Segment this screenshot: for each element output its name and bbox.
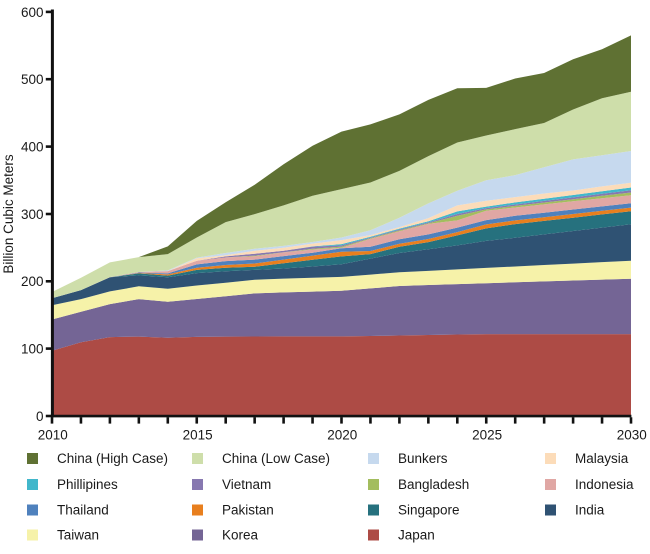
svg-text:Indonesia: Indonesia xyxy=(575,477,634,492)
svg-text:Malaysia: Malaysia xyxy=(575,451,629,466)
svg-text:300: 300 xyxy=(21,207,44,222)
svg-text:200: 200 xyxy=(21,274,44,289)
svg-text:2015: 2015 xyxy=(183,427,213,442)
svg-text:2025: 2025 xyxy=(472,427,502,442)
svg-text:Singapore: Singapore xyxy=(398,503,460,518)
svg-text:Thailand: Thailand xyxy=(57,503,109,518)
svg-text:China (High Case): China (High Case) xyxy=(57,451,168,466)
svg-text:Billion Cubic Meters: Billion Cubic Meters xyxy=(1,154,16,274)
svg-text:India: India xyxy=(575,503,605,518)
svg-text:2030: 2030 xyxy=(617,427,647,442)
svg-text:100: 100 xyxy=(21,342,44,357)
svg-text:Japan: Japan xyxy=(398,528,435,543)
svg-text:2010: 2010 xyxy=(38,427,68,442)
svg-text:Phillipines: Phillipines xyxy=(57,477,118,492)
svg-text:2020: 2020 xyxy=(327,427,357,442)
svg-text:600: 600 xyxy=(21,5,44,20)
svg-text:0: 0 xyxy=(36,409,44,424)
svg-text:500: 500 xyxy=(21,72,44,87)
svg-text:Vietnam: Vietnam xyxy=(222,477,271,492)
svg-text:Taiwan: Taiwan xyxy=(57,528,99,543)
svg-text:400: 400 xyxy=(21,140,44,155)
svg-text:Pakistan: Pakistan xyxy=(222,503,274,518)
svg-text:China (Low Case): China (Low Case) xyxy=(222,451,330,466)
svg-text:Bunkers: Bunkers xyxy=(398,451,448,466)
svg-text:Bangladesh: Bangladesh xyxy=(398,477,469,492)
svg-text:Korea: Korea xyxy=(222,528,259,543)
